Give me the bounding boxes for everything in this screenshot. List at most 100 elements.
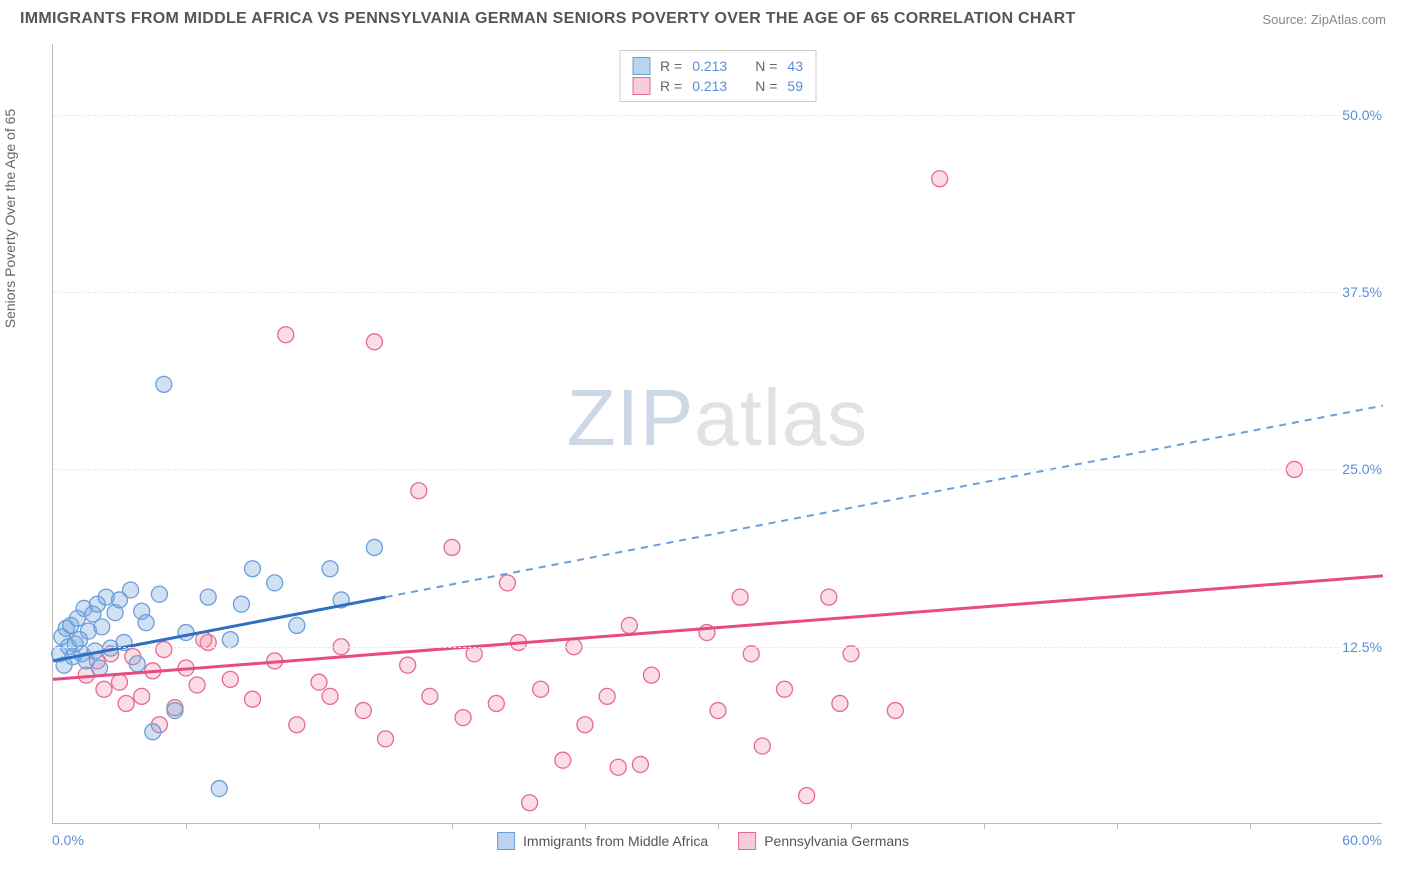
data-point (499, 575, 515, 591)
data-point (366, 334, 382, 350)
data-point (400, 657, 416, 673)
data-point (632, 756, 648, 772)
data-point (96, 681, 112, 697)
data-point (118, 695, 134, 711)
data-point (610, 759, 626, 775)
x-tick (1117, 823, 1118, 829)
data-point (422, 688, 438, 704)
data-point (577, 717, 593, 733)
x-axis-max: 60.0% (1342, 832, 1382, 848)
data-point (644, 667, 660, 683)
data-point (245, 561, 261, 577)
data-point (732, 589, 748, 605)
scatter-svg (53, 44, 1382, 823)
n-label: N = (755, 58, 777, 74)
data-point (94, 619, 110, 635)
data-point (932, 171, 948, 187)
n-value: 59 (787, 78, 803, 94)
gridline (53, 647, 1382, 648)
legend-series: Immigrants from Middle Africa Pennsylvani… (497, 832, 909, 850)
gridline (53, 115, 1382, 116)
data-point (533, 681, 549, 697)
data-point (378, 731, 394, 747)
chart-header: IMMIGRANTS FROM MIDDLE AFRICA VS PENNSYL… (0, 0, 1406, 34)
data-point (599, 688, 615, 704)
data-point (311, 674, 327, 690)
x-tick (718, 823, 719, 829)
x-tick (984, 823, 985, 829)
data-point (156, 376, 172, 392)
y-tick-label: 37.5% (1340, 284, 1384, 300)
data-point (211, 781, 227, 797)
data-point (92, 660, 108, 676)
gridline (53, 292, 1382, 293)
legend-series-label: Pennsylvania Germans (764, 833, 909, 849)
chart-source: Source: ZipAtlas.com (1262, 12, 1386, 27)
x-tick (851, 823, 852, 829)
data-point (887, 703, 903, 719)
legend-stats: R = 0.213 N = 43 R = 0.213 N = 59 (619, 50, 816, 102)
data-point (167, 703, 183, 719)
y-axis-label: Seniors Poverty Over the Age of 65 (2, 109, 18, 328)
r-value: 0.213 (692, 58, 727, 74)
data-point (178, 625, 194, 641)
legend-stat-row: R = 0.213 N = 43 (632, 56, 803, 76)
data-point (189, 677, 205, 693)
x-tick (1250, 823, 1251, 829)
data-point (455, 710, 471, 726)
data-point (821, 589, 837, 605)
data-point (145, 724, 161, 740)
data-point (754, 738, 770, 754)
legend-stat-row: R = 0.213 N = 59 (632, 76, 803, 96)
r-label: R = (660, 58, 682, 74)
data-point (366, 539, 382, 555)
plot-area: ZIPatlas R =0.213N =43R =0.213N =59 12.5… (52, 44, 1382, 824)
data-point (289, 617, 305, 633)
data-point (134, 688, 150, 704)
y-tick-label: 50.0% (1340, 107, 1384, 123)
legend-series-item: Pennsylvania Germans (738, 832, 909, 850)
x-tick (585, 823, 586, 829)
data-point (522, 795, 538, 811)
data-point (555, 752, 571, 768)
legend-series-item: Immigrants from Middle Africa (497, 832, 708, 850)
x-tick (452, 823, 453, 829)
legend-series-label: Immigrants from Middle Africa (523, 833, 708, 849)
x-axis-min: 0.0% (52, 832, 84, 848)
data-point (233, 596, 249, 612)
data-point (222, 671, 238, 687)
data-point (621, 617, 637, 633)
data-point (444, 539, 460, 555)
data-point (123, 582, 139, 598)
n-value: 43 (787, 58, 803, 74)
x-tick (319, 823, 320, 829)
data-point (322, 561, 338, 577)
y-tick-label: 25.0% (1340, 461, 1384, 477)
legend-swatch (632, 57, 650, 75)
data-point (289, 717, 305, 733)
r-label: R = (660, 78, 682, 94)
data-point (138, 615, 154, 631)
data-point (777, 681, 793, 697)
data-point (151, 586, 167, 602)
data-point (245, 691, 261, 707)
data-point (278, 327, 294, 343)
data-point (743, 646, 759, 662)
legend-swatch (738, 832, 756, 850)
chart-title: IMMIGRANTS FROM MIDDLE AFRICA VS PENNSYL… (20, 10, 1076, 28)
data-point (156, 642, 172, 658)
legend-swatch (632, 77, 650, 95)
x-tick (186, 823, 187, 829)
data-point (355, 703, 371, 719)
gridline (53, 469, 1382, 470)
data-point (710, 703, 726, 719)
trend-line-pink (53, 576, 1383, 680)
data-point (200, 589, 216, 605)
r-value: 0.213 (692, 78, 727, 94)
data-point (799, 788, 815, 804)
n-label: N = (755, 78, 777, 94)
legend-swatch (497, 832, 515, 850)
data-point (267, 575, 283, 591)
data-point (488, 695, 504, 711)
data-point (112, 674, 128, 690)
